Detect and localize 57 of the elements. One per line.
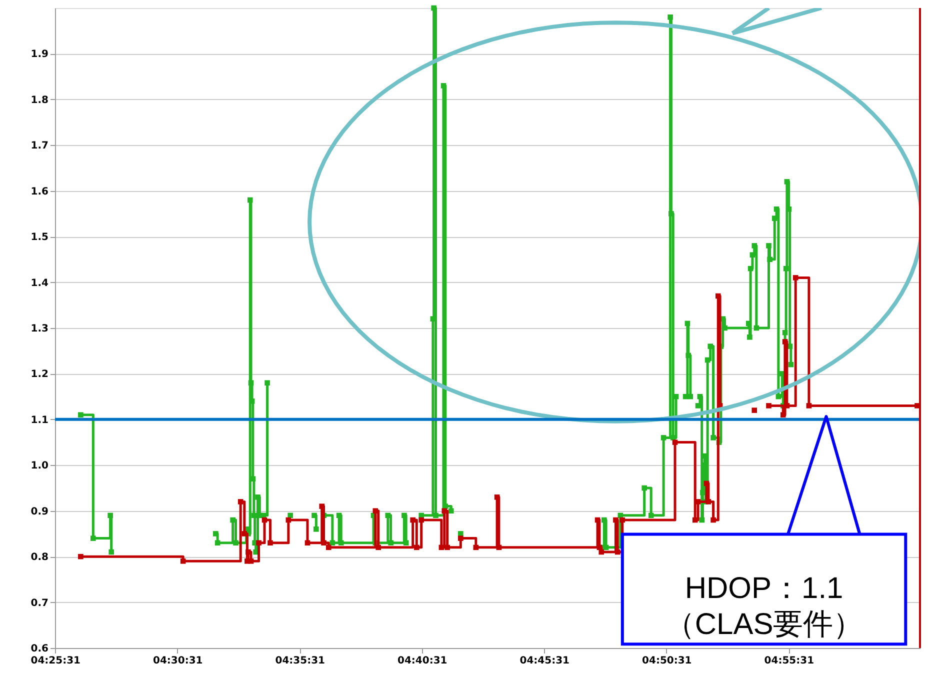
point <box>442 508 448 514</box>
point <box>372 508 378 514</box>
point <box>444 544 450 550</box>
point <box>792 275 798 280</box>
point <box>242 531 248 536</box>
point <box>418 517 424 523</box>
y-tick-label: 0.7 <box>30 598 49 609</box>
y-tick-label: 1.7 <box>30 140 49 152</box>
x-tick-label: 04:25:31 <box>30 656 81 666</box>
y-tick-label: 1.3 <box>30 324 49 334</box>
point <box>598 549 604 555</box>
point <box>246 549 251 555</box>
point <box>613 517 618 523</box>
y-tick-label: 1.0 <box>30 460 49 472</box>
point <box>710 517 716 523</box>
y-tick-label: 1.4 <box>30 278 49 289</box>
point <box>806 403 812 408</box>
point <box>414 544 420 550</box>
x-tick-label: 04:40:31 <box>398 656 448 666</box>
annotation: HDOP：1.1 （CLAS要件） <box>664 572 864 642</box>
x-tick-label: 04:35:31 <box>275 656 326 666</box>
point <box>321 540 326 546</box>
point <box>180 558 186 564</box>
y-tick-label: 0.6 <box>30 644 49 654</box>
x-tick-label: 04:55:31 <box>764 656 814 666</box>
y-tick-label: 1.1 <box>30 414 49 426</box>
x-tick-label: 04:50:31 <box>642 656 692 666</box>
point <box>780 412 786 418</box>
y-tick-label: 0.8 <box>30 552 49 564</box>
point <box>614 549 620 555</box>
point <box>248 558 254 564</box>
y-tick-label: 1.2 <box>30 369 49 380</box>
y-tick-label: 0.9 <box>30 506 49 518</box>
point <box>782 339 788 344</box>
point <box>620 517 625 523</box>
y-tick-label: 1.9 <box>30 49 49 60</box>
point <box>256 540 262 546</box>
point <box>319 504 325 509</box>
point <box>304 540 310 546</box>
point <box>766 403 772 408</box>
point <box>410 517 416 523</box>
point <box>268 540 273 546</box>
point <box>458 536 464 541</box>
point <box>715 293 721 299</box>
point <box>326 544 332 550</box>
point <box>78 554 84 560</box>
point <box>706 499 712 504</box>
point <box>376 544 381 550</box>
y-tick-label: 1.5 <box>30 232 49 244</box>
point <box>238 499 244 504</box>
point <box>672 440 678 445</box>
point <box>494 494 500 500</box>
x-tick-label: 04:30:31 <box>152 656 203 666</box>
y-tick-label: 1.6 <box>30 186 49 198</box>
point <box>752 408 758 413</box>
x-tick-label: 04:45:31 <box>520 656 570 666</box>
y-tick-label: 1.8 <box>30 94 49 106</box>
